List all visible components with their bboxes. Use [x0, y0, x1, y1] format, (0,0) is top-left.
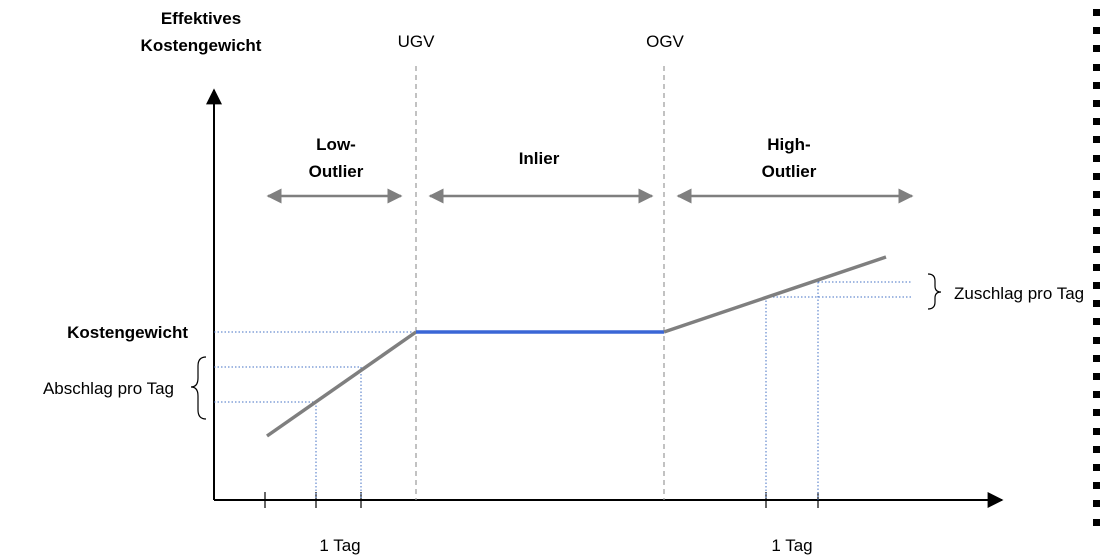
square-bullet-icon: [1093, 45, 1100, 52]
day-label-left: 1 Tag: [319, 536, 360, 555]
high-outlier-slope-line: [663, 255, 887, 334]
y-axis-title-line2: Kostengewicht: [141, 36, 262, 55]
low-outlier-slope-line: [265, 330, 418, 438]
discount-brace: [190, 356, 207, 420]
square-bullet-icon: [1093, 446, 1100, 453]
square-bullet-icon: [1093, 191, 1100, 198]
square-bullet-icon: [1093, 464, 1100, 471]
square-bullet-icon: [1093, 409, 1100, 416]
low-outlier-label-line2: Outlier: [309, 162, 364, 181]
square-bullet-icon: [1093, 355, 1100, 362]
square-bullet-icon: [1093, 227, 1100, 234]
square-bullet-icon: [1093, 209, 1100, 216]
high-outlier-label-line1: High-: [767, 135, 810, 154]
y-axis-title-line1: Effektives: [161, 9, 241, 28]
square-bullet-icon: [1093, 100, 1100, 107]
square-bullet-icon: [1093, 64, 1100, 71]
square-bullet-icon: [1093, 246, 1100, 253]
ugv-label: UGV: [398, 32, 436, 51]
high-outlier-label-line2: Outlier: [762, 162, 817, 181]
square-bullet-icon: [1093, 173, 1100, 180]
square-bullet-icon: [1093, 500, 1100, 507]
low-outlier-label-line1: Low-: [316, 135, 356, 154]
surcharge-brace: [927, 273, 942, 310]
square-bullet-icon: [1093, 300, 1100, 307]
square-bullet-icon: [1093, 337, 1100, 344]
cost-weight-label: Kostengewicht: [67, 323, 188, 342]
square-bullet-icon: [1093, 482, 1100, 489]
square-bullet-icon: [1093, 82, 1100, 89]
square-bullet-column: [1093, 9, 1100, 526]
discount-per-day-label: Abschlag pro Tag: [43, 379, 174, 398]
square-bullet-icon: [1093, 428, 1100, 435]
square-bullet-icon: [1093, 27, 1100, 34]
square-bullet-icon: [1093, 391, 1100, 398]
square-bullet-icon: [1093, 118, 1100, 125]
square-bullet-icon: [1093, 9, 1100, 16]
ogv-label: OGV: [646, 32, 684, 51]
square-bullet-icon: [1093, 155, 1100, 162]
square-bullet-icon: [1093, 318, 1100, 325]
square-bullet-icon: [1093, 136, 1100, 143]
guide-lines: [214, 281, 912, 500]
inlier-label: Inlier: [519, 149, 560, 168]
surcharge-per-day-label: Zuschlag pro Tag: [954, 284, 1084, 303]
square-bullet-icon: [1093, 264, 1100, 271]
day-label-right: 1 Tag: [771, 536, 812, 555]
square-bullet-icon: [1093, 519, 1100, 526]
square-bullet-icon: [1093, 373, 1100, 380]
square-bullet-icon: [1093, 282, 1100, 289]
